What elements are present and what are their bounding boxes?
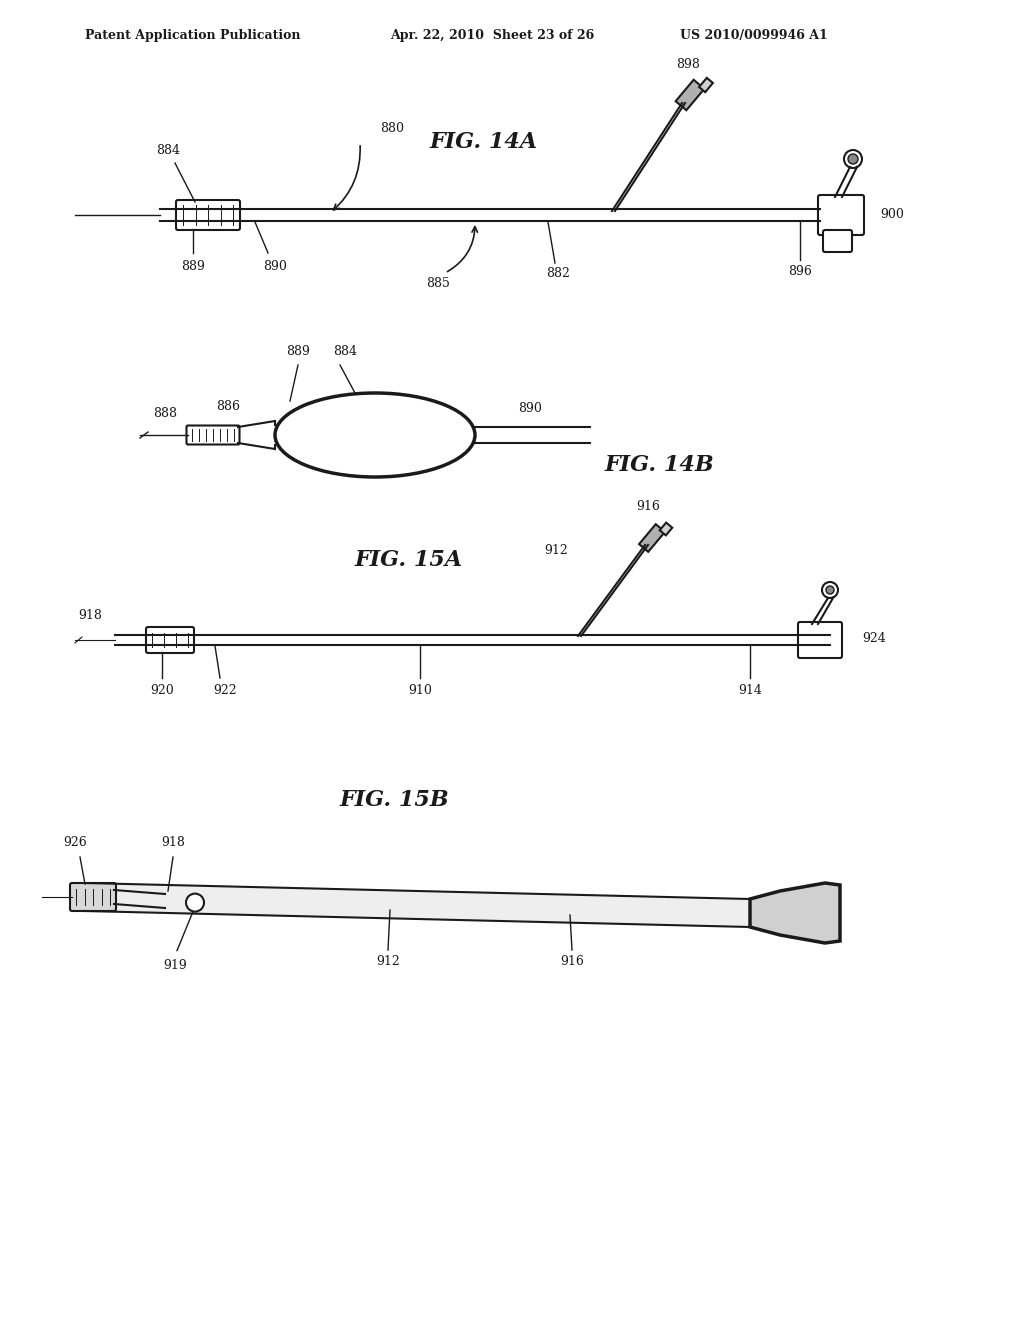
FancyBboxPatch shape — [798, 622, 842, 657]
Text: 924: 924 — [862, 631, 886, 644]
Text: 916: 916 — [636, 500, 659, 513]
Circle shape — [848, 154, 858, 164]
Polygon shape — [699, 78, 713, 92]
Text: 920: 920 — [151, 684, 174, 697]
Text: FIG. 15A: FIG. 15A — [355, 549, 463, 572]
Polygon shape — [676, 79, 705, 111]
Text: 898: 898 — [676, 58, 700, 71]
Text: 880: 880 — [380, 121, 404, 135]
Text: 910: 910 — [408, 684, 432, 697]
Text: 889: 889 — [286, 345, 310, 358]
Text: Apr. 22, 2010  Sheet 23 of 26: Apr. 22, 2010 Sheet 23 of 26 — [390, 29, 594, 41]
Polygon shape — [85, 883, 750, 927]
FancyBboxPatch shape — [818, 195, 864, 235]
Text: 914: 914 — [738, 684, 762, 697]
FancyBboxPatch shape — [823, 230, 852, 252]
Text: FIG. 15B: FIG. 15B — [340, 789, 450, 810]
Text: 912: 912 — [376, 954, 400, 968]
Circle shape — [826, 586, 834, 594]
Text: 896: 896 — [788, 265, 812, 279]
Text: 918: 918 — [78, 609, 102, 622]
Polygon shape — [639, 524, 665, 552]
Text: US 2010/0099946 A1: US 2010/0099946 A1 — [680, 29, 827, 41]
Text: FIG. 14B: FIG. 14B — [605, 454, 715, 477]
Polygon shape — [750, 883, 840, 942]
FancyBboxPatch shape — [186, 425, 240, 445]
Circle shape — [844, 150, 862, 168]
FancyBboxPatch shape — [176, 201, 240, 230]
Text: 900: 900 — [880, 209, 904, 222]
Text: 889: 889 — [181, 260, 205, 273]
Ellipse shape — [275, 393, 475, 477]
Circle shape — [822, 582, 838, 598]
Polygon shape — [659, 523, 673, 536]
Text: 884: 884 — [333, 345, 357, 358]
Text: 885: 885 — [426, 277, 450, 290]
Text: Patent Application Publication: Patent Application Publication — [85, 29, 300, 41]
Text: 916: 916 — [560, 954, 584, 968]
Text: 884: 884 — [156, 144, 180, 157]
Text: 918: 918 — [161, 836, 185, 849]
Text: FIG. 14A: FIG. 14A — [430, 131, 539, 153]
Text: 926: 926 — [63, 836, 87, 849]
Circle shape — [186, 894, 204, 912]
FancyBboxPatch shape — [146, 627, 194, 653]
Text: 888: 888 — [153, 407, 177, 420]
FancyBboxPatch shape — [70, 883, 116, 911]
Text: 919: 919 — [163, 958, 186, 972]
Text: 890: 890 — [263, 260, 287, 273]
Text: 912: 912 — [544, 544, 568, 557]
Text: 882: 882 — [546, 267, 570, 280]
Text: 886: 886 — [216, 400, 240, 413]
Text: 890: 890 — [518, 403, 542, 414]
Text: 922: 922 — [213, 684, 237, 697]
